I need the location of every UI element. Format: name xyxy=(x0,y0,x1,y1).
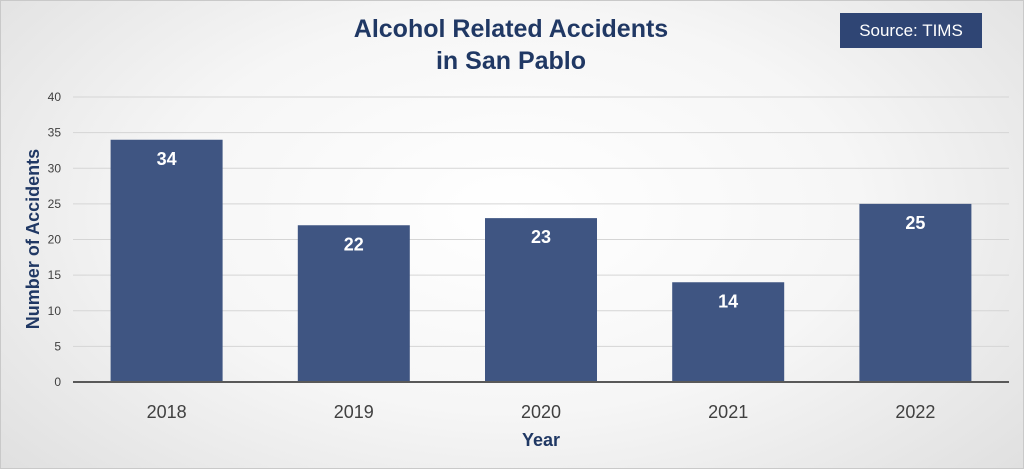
x-tick-label-2019: 2019 xyxy=(334,402,374,422)
data-label-2019: 22 xyxy=(344,234,364,254)
y-tick-label: 0 xyxy=(54,375,61,389)
bar-2018 xyxy=(110,139,223,382)
y-axis-title: Number of Accidents xyxy=(23,149,43,329)
data-label-2020: 23 xyxy=(531,227,551,247)
bar-2019 xyxy=(297,225,410,382)
x-axis-title: Year xyxy=(522,430,560,450)
y-axis-tick-labels: 0 5 10 15 20 25 30 35 40 xyxy=(48,90,62,389)
x-tick-label-2020: 2020 xyxy=(521,402,561,422)
y-tick-label: 15 xyxy=(48,268,62,282)
bar-2021 xyxy=(672,282,785,382)
y-tick-label: 25 xyxy=(48,197,62,211)
y-tick-label: 35 xyxy=(48,126,62,140)
bars xyxy=(110,139,972,382)
y-tick-label: 20 xyxy=(48,233,62,247)
x-tick-label-2022: 2022 xyxy=(895,402,935,422)
x-tick-label-2021: 2021 xyxy=(708,402,748,422)
y-tick-label: 5 xyxy=(54,339,61,353)
y-tick-label: 30 xyxy=(48,161,62,175)
x-axis-tick-labels: 2018 2019 2020 2021 2022 xyxy=(147,402,936,422)
source-badge: Source: TIMS xyxy=(840,13,982,48)
data-label-2021: 14 xyxy=(718,291,738,311)
y-tick-label: 10 xyxy=(48,304,62,318)
data-label-2022: 25 xyxy=(905,213,925,233)
x-tick-label-2018: 2018 xyxy=(147,402,187,422)
chart-title: Alcohol Related Accidents in San Pablo xyxy=(353,15,669,75)
bar-2020 xyxy=(485,218,597,382)
y-tick-label: 40 xyxy=(48,90,62,104)
bar-2022 xyxy=(859,203,972,382)
data-label-2018: 34 xyxy=(157,149,177,169)
data-labels: 34 22 23 14 25 xyxy=(157,149,926,312)
